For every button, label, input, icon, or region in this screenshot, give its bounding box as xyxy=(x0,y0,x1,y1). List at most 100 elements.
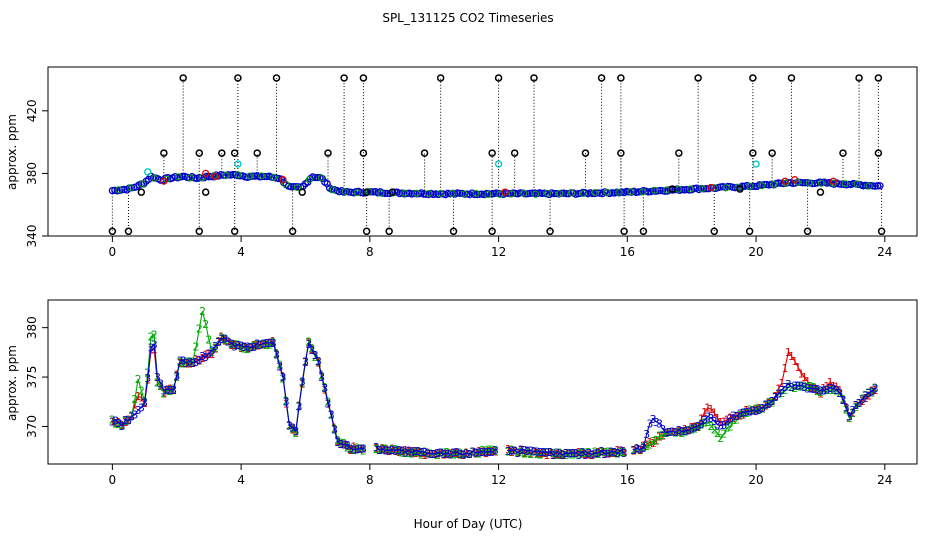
series-2-point-128: 2 xyxy=(540,447,547,460)
series-3-point-83: 3 xyxy=(386,444,393,457)
series-3-point-171: 3 xyxy=(685,424,692,437)
top-outlier-mid-10 xyxy=(581,149,590,157)
series-2-point-179: 2 xyxy=(711,424,718,437)
series-2-point-215: 2 xyxy=(827,384,834,397)
series-2-point-0: 2 xyxy=(109,414,116,427)
series-3-point-72: 3 xyxy=(341,439,348,452)
series-3-point-60: 3 xyxy=(302,355,309,368)
top-point-290 xyxy=(808,179,817,188)
top-green-point-63 xyxy=(865,182,873,190)
series-2-point-170: 2 xyxy=(682,426,689,439)
top-green-point-25 xyxy=(413,189,421,197)
top-outlier-low-0 xyxy=(124,227,133,236)
series-1-point-48: 1 xyxy=(263,338,270,351)
series-1-point-106: 1 xyxy=(460,449,467,462)
series-3-point-212: 3 xyxy=(817,385,824,398)
series-2-point-90: 2 xyxy=(408,447,415,460)
series-1-point-154: 1 xyxy=(630,444,637,457)
top-outlier-high-7 xyxy=(530,74,538,82)
series-3-point-179: 3 xyxy=(711,415,718,428)
series-1-point-18: 1 xyxy=(167,382,174,395)
series-3-point-102: 3 xyxy=(447,448,454,461)
series-3-point-4: 3 xyxy=(122,414,129,427)
series-3-point-229: 3 xyxy=(872,382,879,395)
series-3-point-57: 3 xyxy=(292,425,299,438)
series-2-point-150: 2 xyxy=(611,447,618,460)
series-1-point-75: 1 xyxy=(350,441,357,454)
top-outlier-mid-2 xyxy=(218,149,226,157)
series-1-point-92: 1 xyxy=(415,446,422,459)
series-3-point-202: 3 xyxy=(785,378,792,391)
top-green-point-51 xyxy=(722,184,730,192)
series-2-point-85: 2 xyxy=(392,443,399,456)
series-2-point-220: 2 xyxy=(843,403,850,416)
series-2-point-149: 2 xyxy=(608,446,615,459)
series-3-point-10: 3 xyxy=(141,396,148,409)
series-3-point-90: 3 xyxy=(408,447,415,460)
top-outlier-mid-14 xyxy=(768,149,776,157)
series-2-point-169: 2 xyxy=(679,427,686,440)
series-3-point-62: 3 xyxy=(308,344,315,357)
series-2-point-72: 2 xyxy=(341,437,348,450)
series-2-point-2: 2 xyxy=(115,418,122,431)
series-2-point-137: 2 xyxy=(569,449,576,462)
series-1-point-201: 1 xyxy=(782,362,789,375)
series-3-point-99: 3 xyxy=(437,447,444,460)
top-point-144 xyxy=(456,189,464,197)
series-3-point-91: 3 xyxy=(411,445,418,458)
top-outlier-low-13 xyxy=(803,227,812,236)
series-3-point-221: 3 xyxy=(846,411,853,424)
top-outlier-low-2 xyxy=(230,227,239,236)
series-3-point-125: 3 xyxy=(530,445,537,458)
series-3-point-224: 3 xyxy=(856,397,863,410)
series-2-point-205: 2 xyxy=(794,380,801,393)
bottom-series-layer: 1111111111111111111111111111111111111111… xyxy=(109,305,879,462)
series-1-point-26: 1 xyxy=(193,353,200,366)
series-3-point-17: 3 xyxy=(164,383,171,396)
top-green-point-2 xyxy=(139,180,147,188)
series-3-point-97: 3 xyxy=(431,448,438,461)
series-2-point-40: 2 xyxy=(238,341,245,354)
series-3-point-114: 3 xyxy=(485,446,492,459)
series-3-point-33: 3 xyxy=(215,336,222,349)
top-point-302 xyxy=(837,180,846,188)
top-outlier-mid-9 xyxy=(510,149,519,157)
series-1-point-30: 1 xyxy=(205,348,212,361)
series-2-point-28: 2 xyxy=(199,305,206,318)
series-3-point-174: 3 xyxy=(695,420,702,433)
series-3-point-9: 3 xyxy=(138,402,145,415)
top-green-point-52 xyxy=(734,183,742,191)
series-3-point-136: 3 xyxy=(566,448,573,461)
series-2-point-78: 2 xyxy=(360,444,367,457)
series-2-point-47: 2 xyxy=(260,338,267,351)
series-3-point-216: 3 xyxy=(830,382,837,395)
series-3-point-173: 3 xyxy=(691,421,698,434)
top-point-29 xyxy=(178,172,187,181)
series-2-point-166: 2 xyxy=(669,426,676,439)
series-1-point-9: 1 xyxy=(138,392,145,405)
series-1-point-193: 1 xyxy=(756,402,763,415)
top-y-tick-label-420: 420 xyxy=(25,99,39,122)
top-outlier-high-9 xyxy=(617,74,625,82)
series-1-point-25: 1 xyxy=(189,357,196,370)
series-3-point-194: 3 xyxy=(759,402,766,415)
series-1-point-212: 1 xyxy=(817,388,824,401)
series-3-point-38: 3 xyxy=(231,341,238,354)
series-1-point-142: 1 xyxy=(585,449,592,462)
series-3-point-115: 3 xyxy=(489,446,496,459)
top-green-point-8 xyxy=(210,172,218,180)
top-point-101 xyxy=(352,187,360,196)
series-2-point-27: 2 xyxy=(196,323,203,336)
series-1-point-114: 1 xyxy=(485,445,492,458)
series-1-point-105: 1 xyxy=(456,448,463,461)
series-2-point-177: 2 xyxy=(704,416,711,429)
top-green-point-36 xyxy=(544,189,552,197)
series-3-point-166: 3 xyxy=(669,426,676,439)
series-3-point-54: 3 xyxy=(283,396,290,409)
series-2-point-89: 2 xyxy=(405,447,412,460)
series-2-point-88: 2 xyxy=(402,447,409,460)
top-point-174 xyxy=(528,189,537,197)
series-3-point-146: 3 xyxy=(598,445,605,458)
series-1-point-183: 1 xyxy=(724,414,731,427)
series-3-point-20: 3 xyxy=(173,370,180,383)
